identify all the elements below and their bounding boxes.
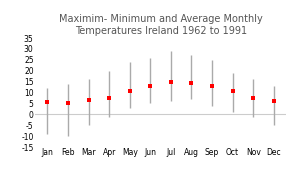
Point [272,100,276,103]
Point [127,90,132,93]
Point [86,99,91,102]
Point [168,80,173,83]
Point [230,90,235,93]
Point [210,85,214,87]
Point [189,81,194,84]
Point [251,97,256,99]
Point [45,101,50,104]
Point [148,85,153,87]
Title: Maximim- Minimum and Average Monthly
Temperatures Ireland 1962 to 1991: Maximim- Minimum and Average Monthly Tem… [59,14,263,36]
Point [107,97,112,99]
Point [66,102,70,105]
